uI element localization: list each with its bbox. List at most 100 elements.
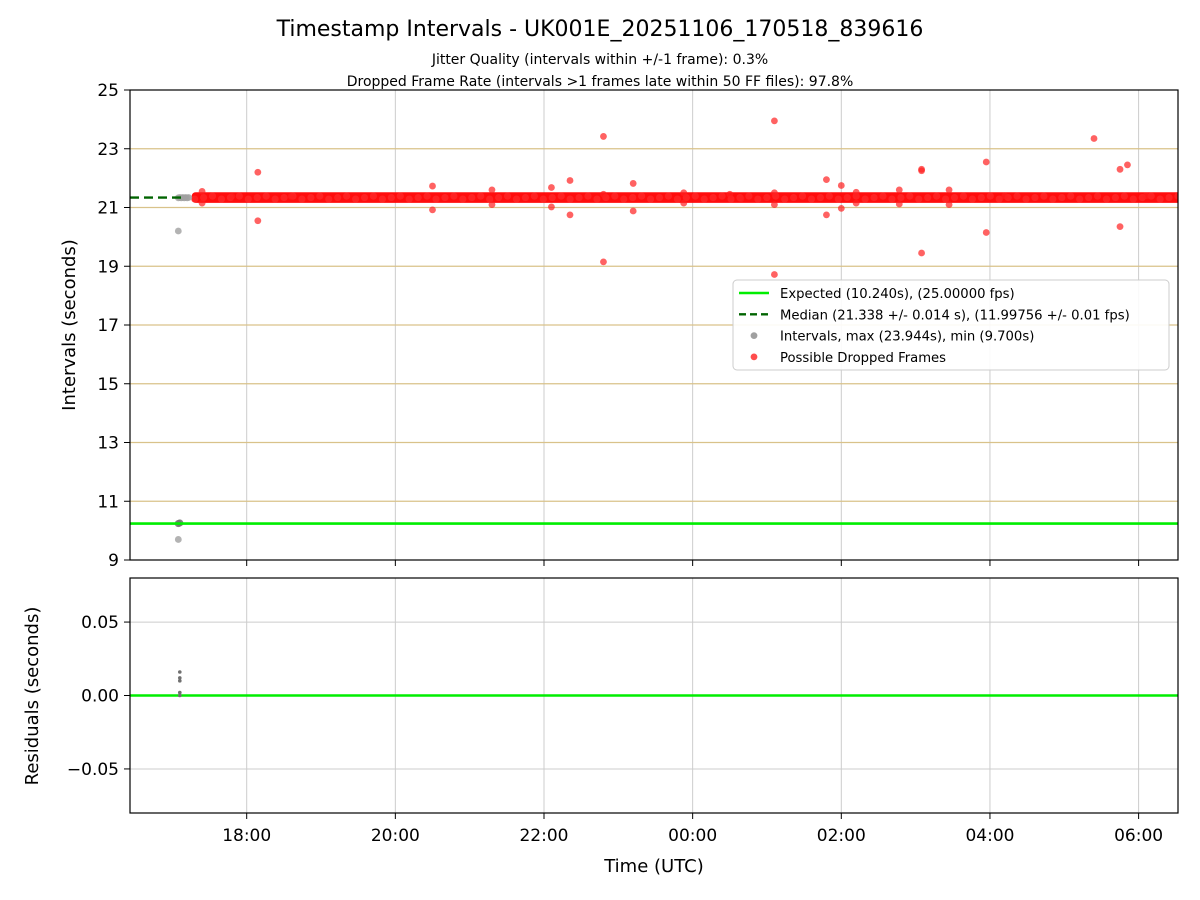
x-tick-label: 22:00 [519, 826, 568, 846]
dropped-frame-point [945, 186, 953, 194]
dropped-frame-point [1102, 195, 1111, 203]
dropped-frame-point [360, 193, 369, 202]
dropped-frame-point [680, 189, 688, 197]
legend-label: Expected (10.240s), (25.00000 fps) [780, 287, 1015, 302]
legend-box [732, 279, 1170, 371]
dropped-frame-point [1174, 192, 1178, 200]
chart-title: Timestamp Intervals - UK001E_20251106_17… [276, 17, 924, 42]
dropped-frame-point [1001, 192, 1009, 200]
dropped-frame-point [986, 192, 994, 200]
residual-point [177, 676, 182, 680]
dropped-frame-point [298, 195, 306, 203]
dropped-frame-point [1124, 161, 1131, 169]
dropped-frame-point [334, 193, 342, 202]
dropped-frame-point [1031, 193, 1039, 202]
dropped-frame-point [307, 193, 315, 202]
dropped-frame-point [918, 167, 925, 175]
residuals-y-tick-label: 0.05 [81, 613, 119, 633]
dropped-frame-point [1040, 192, 1048, 200]
dropped-frame-point [745, 192, 753, 200]
dropped-frame-point [351, 195, 360, 203]
dropped-frame-point [208, 192, 217, 200]
intervals-y-tick-label: 17 [97, 316, 119, 336]
dropped-frame-point [468, 193, 476, 202]
dropped-frame-point [450, 192, 458, 200]
dropped-frame-point [429, 206, 436, 214]
dropped-frame-point [918, 249, 925, 257]
dropped-frame-point [262, 192, 270, 200]
dropped-frame-point [823, 211, 830, 219]
dropped-frame-point [879, 192, 887, 200]
dropped-frame-point [629, 193, 637, 202]
dropped-frame-point [977, 193, 985, 202]
dropped-frame-point [1067, 192, 1075, 200]
dropped-frame-point [405, 195, 413, 203]
intervals-y-tick-label: 13 [97, 434, 119, 454]
dropped-frame-point [512, 195, 521, 203]
dropped-frame-point [700, 195, 708, 203]
interval-point [185, 194, 193, 201]
dropped-frame-point [655, 193, 664, 202]
intervals-ticks: 9 11 13 15 17 19 21 23 25 [97, 81, 1140, 571]
dropped-frame-point [807, 195, 816, 203]
dropped-frame-point [1013, 192, 1021, 200]
dropped-frame-point [673, 195, 681, 203]
x-tick-label: 20:00 [371, 826, 420, 846]
dropped-frame-point [575, 193, 583, 202]
residuals-panel: −0.05 0.00 0.05 18:00 20:00 22:00 00:00 02:00 04… [22, 577, 1179, 877]
dropped-frame-point [198, 187, 206, 195]
dropped-frame-point [1165, 193, 1173, 202]
dropped-frame-point [664, 192, 673, 200]
dropped-frame-point [557, 192, 565, 200]
dropped-frame-point [646, 195, 655, 203]
dropped-frame-point [915, 195, 923, 203]
dropped-frame-point [825, 192, 833, 200]
dropped-frame-point [584, 192, 592, 200]
dropped-frame-point [477, 192, 485, 200]
dropped-frame-point [950, 193, 959, 202]
dropped-frame-point [325, 195, 333, 203]
intervals-y-tick-label: 23 [97, 140, 119, 160]
dropped-frame-point [548, 184, 555, 191]
residual-point [177, 670, 182, 674]
dropped-frame-point [763, 193, 771, 202]
residuals-y-axis-label: Residuals (seconds) [22, 607, 43, 786]
dropped-frame-point [600, 190, 607, 198]
dropped-frame-point [709, 193, 717, 202]
dropped-frame-point [771, 271, 778, 278]
dropped-frame-point [429, 182, 436, 190]
dropped-frame-point [843, 193, 851, 202]
dropped-frame-point [600, 258, 607, 266]
dropped-frame-point [837, 204, 845, 212]
dropped-frame-point [995, 195, 1003, 203]
dropped-frame-point [906, 192, 914, 200]
dropped-frame-point [228, 192, 236, 200]
dropped-frame-point [781, 195, 789, 203]
dropped-frame-point [982, 158, 990, 166]
residual-point [177, 693, 182, 698]
dropped-frame-point [771, 201, 778, 208]
dropped-frame-point [548, 203, 555, 211]
dropped-frame-point [198, 199, 206, 207]
x-tick-label: 18:00 [222, 826, 271, 846]
dropped-frame-point [852, 199, 860, 207]
dropped-frame-point [387, 193, 395, 202]
dropped-frame-point [566, 177, 574, 184]
dropped-frame-point [611, 192, 619, 200]
dropped-frame-point [726, 190, 734, 198]
dropped-frame-point [488, 186, 496, 194]
chart-subtitle-jitter: Jitter Quality (intervals within +/-1 fr… [431, 52, 768, 68]
legend: Expected (10.240s), (25.00000 fps) Median… [732, 279, 1170, 371]
dropped-frame-point [244, 195, 252, 203]
intervals-panel: 9 11 13 15 17 19 21 23 25 Intervals (seconds) Ex… [59, 81, 1179, 571]
dropped-frame-point [959, 192, 968, 200]
dropped-frame-point [620, 195, 628, 203]
dropped-frame-point [924, 193, 932, 202]
dropped-frame-point [271, 195, 279, 203]
dropped-frame-point [548, 193, 556, 202]
residuals-plot-area [130, 670, 1178, 698]
dropped-frame-point [834, 195, 842, 203]
dropped-frame-point [316, 192, 324, 200]
residuals-y-tick-label: 0.00 [81, 687, 119, 707]
